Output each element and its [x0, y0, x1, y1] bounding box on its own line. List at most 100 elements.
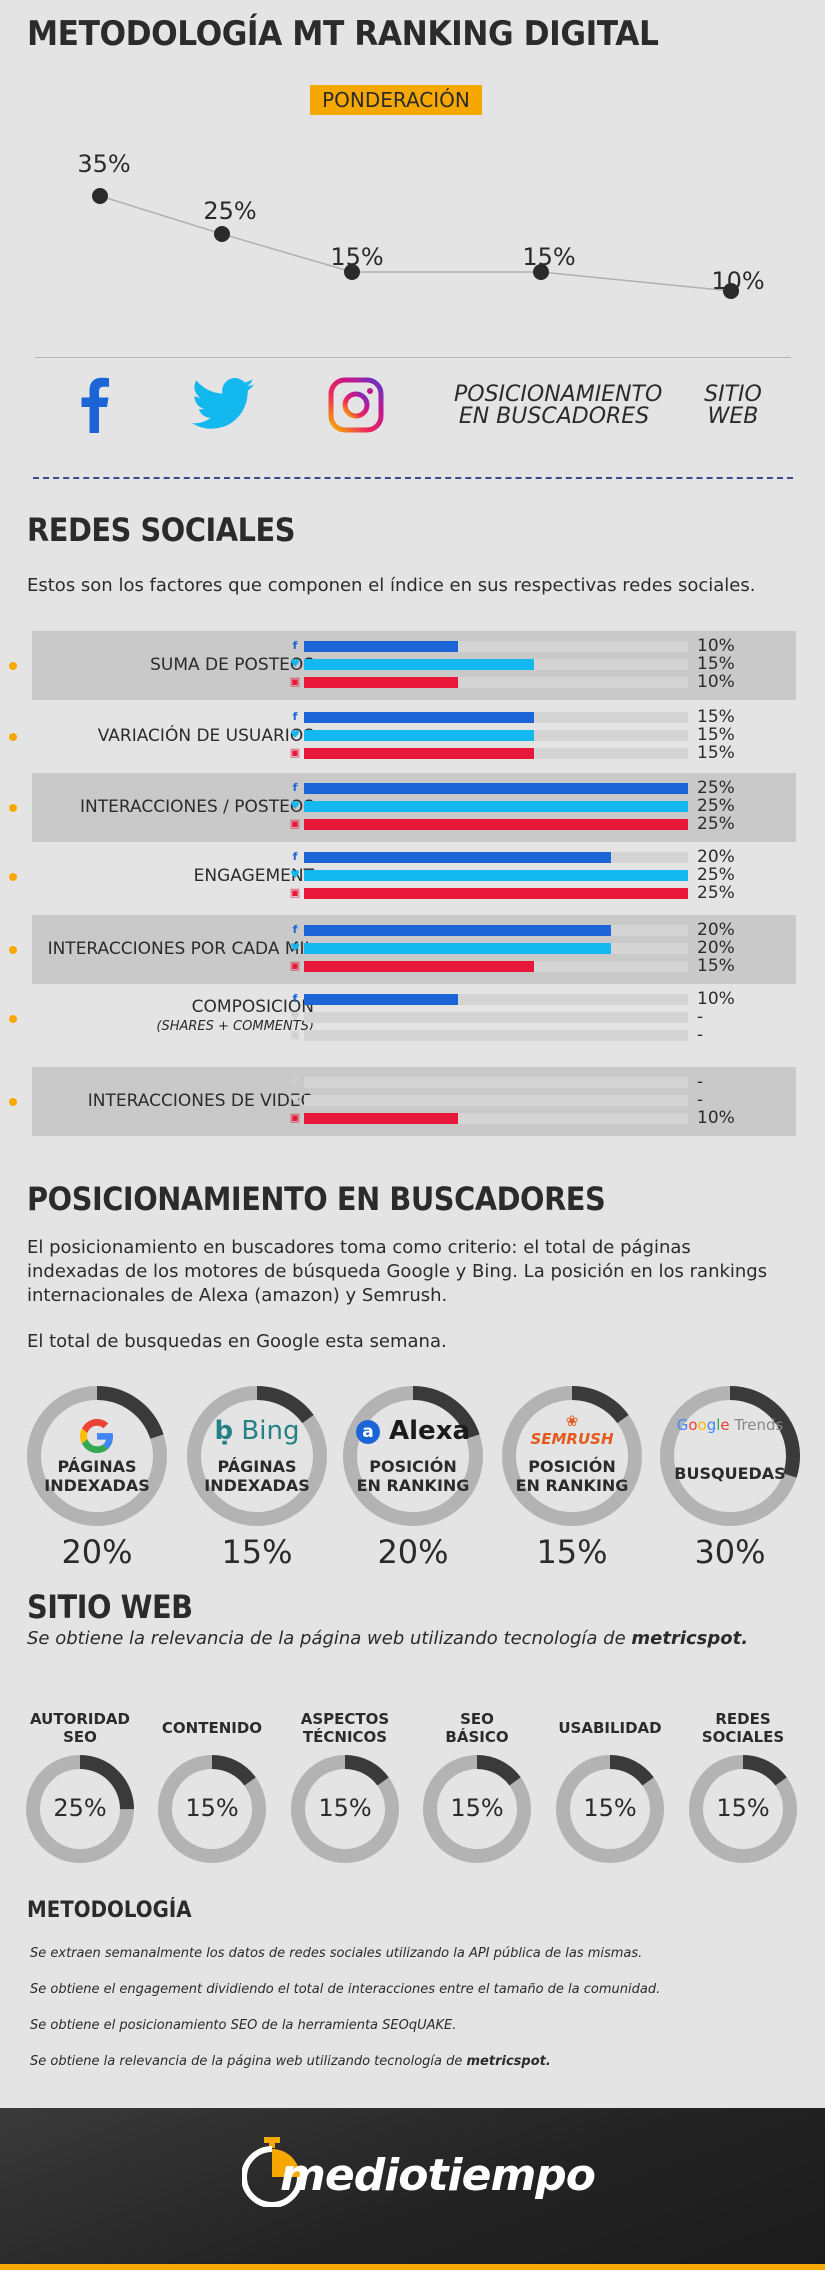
bar-track [304, 730, 688, 741]
instagram-bar [304, 748, 535, 759]
bar-track [304, 852, 688, 863]
factor-row: COMPOSICIÓN (SHARES + COMMENTS) f 10% ♥ - ▣ - [32, 984, 796, 1053]
facebook-value: 20% [697, 920, 735, 940]
twitter-small-icon: ♥ [290, 657, 300, 670]
stopwatch-icon [242, 2137, 302, 2207]
ring-fill [502, 1386, 642, 1526]
twitter-value: - [697, 1090, 704, 1110]
twitter-bar [304, 659, 535, 670]
sitio-ring-label: SEO BÁSICO [445, 1710, 509, 1746]
bar-track [304, 677, 688, 688]
ponderacion-chart [92, 188, 739, 299]
twitter-value: 15% [697, 725, 735, 745]
footer-accent [0, 2264, 825, 2270]
facebook-bar [304, 852, 612, 863]
factor-label: ENGAGEMENT [193, 866, 314, 886]
instagram-value: 15% [697, 743, 735, 763]
instagram-small-icon: ▣ [289, 886, 301, 899]
bar-track [304, 801, 688, 812]
facebook-value: 20% [697, 847, 735, 867]
ring-fill [26, 1755, 134, 1863]
semrush-logo: ❀ SEMRUSH [530, 1412, 614, 1448]
instagram-bar [304, 1113, 458, 1124]
bullet [9, 804, 17, 812]
metodologia-line-1: Se extraen semanalmente los datos de red… [30, 1946, 643, 1961]
redes-title: REDES SOCIALES [27, 511, 296, 549]
sitio-description: Se obtiene la relevancia de la página we… [27, 1628, 749, 1649]
website-label: SITIO WEB [704, 382, 762, 429]
twitter-bar [304, 801, 688, 812]
sitio-ring-percentage: 15% [583, 1794, 637, 1822]
facebook-small-icon: f [292, 1075, 298, 1088]
buscadores-ring: ḅ Bing PÁGINAS INDEXADAS [185, 1384, 329, 1528]
factor-row: VARIACIÓN DE USUARIOS f 15% ♥ 15% ▣ 15% [32, 702, 796, 771]
twitter-bar [304, 730, 535, 741]
bar-track [304, 943, 688, 954]
twitter-value: 25% [697, 796, 735, 816]
instagram-small-icon: ▣ [289, 817, 301, 830]
twitter-small-icon: ♥ [290, 1093, 300, 1106]
ring-percentage: 30% [694, 1533, 766, 1571]
footer-brand: mediotiempo [280, 2150, 596, 2201]
facebook-small-icon: f [292, 992, 298, 1005]
buscadores-description: El posicionamiento en buscadores toma co… [27, 1237, 768, 1306]
sitio-ring-label: REDES SOCIALES [701, 1710, 785, 1746]
bar-track [304, 961, 688, 972]
bar-track [304, 783, 688, 794]
ring-fill [423, 1755, 531, 1863]
sitio-ring-label: CONTENIDO [161, 1719, 263, 1737]
instagram-value: 25% [697, 883, 735, 903]
bar-track [304, 870, 688, 881]
facebook-small-icon: f [292, 710, 298, 723]
bar-track [304, 925, 688, 936]
ring-fill [343, 1386, 483, 1526]
ring-fill [27, 1386, 167, 1526]
ponderacion-point-3 [344, 264, 360, 280]
bar-track [304, 819, 688, 830]
ring-label: PÁGINAS INDEXADAS [44, 1457, 150, 1495]
sitio-ring-percentage: 15% [185, 1794, 239, 1822]
buscadores-title: POSICIONAMIENTO EN BUSCADORES [27, 1180, 606, 1218]
twitter-small-icon: ♥ [290, 728, 300, 741]
factor-row: ENGAGEMENT f 20% ♥ 25% ▣ 25% [32, 842, 796, 911]
facebook-value: - [697, 1072, 704, 1092]
page-title: METODOLOGÍA MT RANKING DIGITAL [27, 14, 659, 54]
bing-logo: ḅ Bing [214, 1416, 300, 1446]
bar-track [304, 641, 688, 652]
ring-fill [291, 1755, 399, 1863]
ponderacion-badge: PONDERACIÓN [310, 85, 482, 115]
ring-percentage: 15% [221, 1533, 293, 1571]
factor-label: VARIACIÓN DE USUARIOS [97, 726, 314, 746]
facebook-bar [304, 641, 458, 652]
bullet [9, 733, 17, 741]
twitter-value: 25% [697, 865, 735, 885]
facebook-bar [304, 783, 688, 794]
factor-label: INTERACCIONES POR CADA MIL [47, 939, 314, 959]
instagram-bar [304, 961, 535, 972]
twitter-value: - [697, 1007, 704, 1027]
sitio-ring-percentage: 25% [53, 1794, 107, 1822]
buscadores-ring: ❀ SEMRUSH POSICIÓN EN RANKING [500, 1384, 644, 1528]
metodologia-line-2: Se obtiene el engagement dividiendo el t… [30, 1982, 661, 1997]
bar-track [304, 1012, 688, 1023]
ring-label: BUSQUEDAS [674, 1464, 786, 1483]
sitio-ring-label: AUTORIDAD SEO [30, 1710, 130, 1746]
twitter-small-icon: ♥ [290, 799, 300, 812]
bullet [9, 946, 17, 954]
sitio-ring-label: ASPECTOS TÉCNICOS [300, 1710, 390, 1746]
factor-label: INTERACCIONES DE VIDEO [87, 1091, 314, 1111]
bullet [9, 1098, 17, 1106]
ring-fill [556, 1755, 664, 1863]
facebook-bar [304, 712, 535, 723]
ring-label: PÁGINAS INDEXADAS [204, 1457, 310, 1495]
sitio-ring: 15% [157, 1754, 267, 1864]
factor-label: SUMA DE POSTEOS [150, 655, 314, 675]
buscadores-ring: Google Trends BUSQUEDAS [658, 1384, 802, 1528]
ponderacion-label-4: 15% [522, 243, 576, 271]
metodologia-line-3: Se obtiene el posicionamiento SEO de la … [30, 2018, 457, 2033]
sitio-ring-percentage: 15% [318, 1794, 372, 1822]
ponderacion-label-2: 25% [203, 197, 257, 225]
twitter-small-icon: ♥ [290, 868, 300, 881]
ponderacion-label-3: 15% [330, 243, 384, 271]
facebook-small-icon: f [292, 850, 298, 863]
